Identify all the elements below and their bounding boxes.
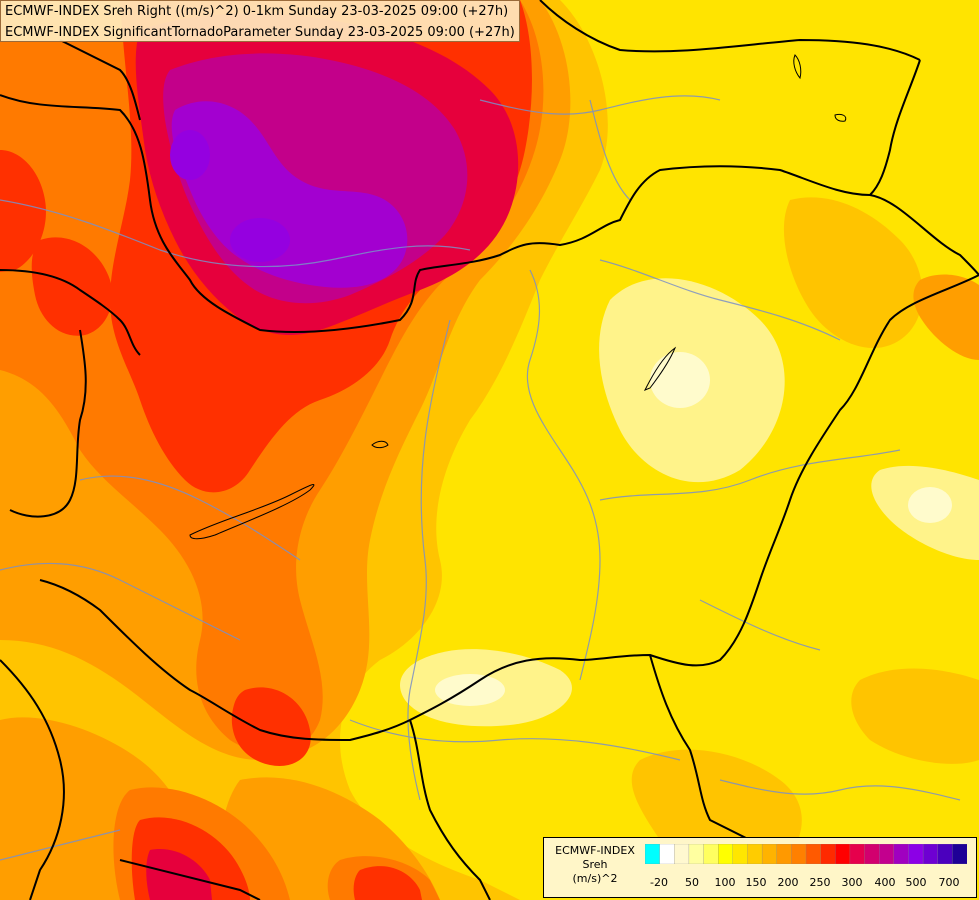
legend-swatch <box>922 844 939 864</box>
legend-swatch <box>659 844 675 864</box>
legend-swatch <box>820 844 836 864</box>
legend-swatch <box>805 844 822 864</box>
legend-tick-label: 250 <box>809 876 831 889</box>
legend-swatch <box>849 844 866 864</box>
legend-tick-label: 700 <box>938 876 960 889</box>
title-line-2: ECMWF-INDEX SignificantTornadoParameter … <box>5 25 515 40</box>
legend-swatch <box>688 844 704 864</box>
legend-swatch <box>703 844 719 864</box>
legend-swatch <box>776 844 792 864</box>
legend-tick-label: 400 <box>874 876 896 889</box>
legend-color-bar <box>645 844 967 864</box>
legend-swatch <box>835 844 851 864</box>
legend-tick-label: 300 <box>841 876 863 889</box>
legend-tick-label: 200 <box>777 876 799 889</box>
legend-tick-label: 500 <box>905 876 927 889</box>
legend-tick-label: 150 <box>745 876 767 889</box>
field-purple <box>170 101 408 288</box>
lakes <box>189 54 847 540</box>
legend-tick-labels: -20 50 100 150 200 250 300 400 500 700 <box>645 876 975 890</box>
title-line-1: ECMWF-INDEX Sreh Right ((m/s)^2) 0-1km S… <box>5 4 509 19</box>
legend-tick-label: -20 <box>650 876 668 889</box>
legend-swatch <box>747 844 763 864</box>
legend-tick-label: 100 <box>714 876 736 889</box>
legend-unit: (m/s)^2 <box>572 872 618 885</box>
legend-swatch <box>879 844 895 864</box>
legend-swatch <box>937 844 953 864</box>
legend-swatch <box>718 844 734 864</box>
legend-swatch <box>864 844 880 864</box>
legend-tick-label: 50 <box>685 876 699 889</box>
legend-swatch <box>674 844 690 864</box>
legend-swatch <box>732 844 748 864</box>
legend-parameter: Sreh <box>582 858 608 871</box>
legend-swatch <box>908 844 924 864</box>
color-legend: ECMWF-INDEX Sreh (m/s)^2 -20 50 100 150 200 2… <box>543 837 977 898</box>
legend-swatch <box>893 844 909 864</box>
map-title-box: ECMWF-INDEX Sreh Right ((m/s)^2) 0-1km S… <box>0 0 520 42</box>
legend-swatch <box>791 844 807 864</box>
legend-swatch <box>952 844 967 864</box>
rivers <box>0 95 961 861</box>
legend-model: ECMWF-INDEX <box>555 844 635 857</box>
legend-swatch <box>645 844 661 864</box>
legend-swatch <box>761 844 778 864</box>
legend-label: ECMWF-INDEX Sreh (m/s)^2 <box>546 844 644 886</box>
